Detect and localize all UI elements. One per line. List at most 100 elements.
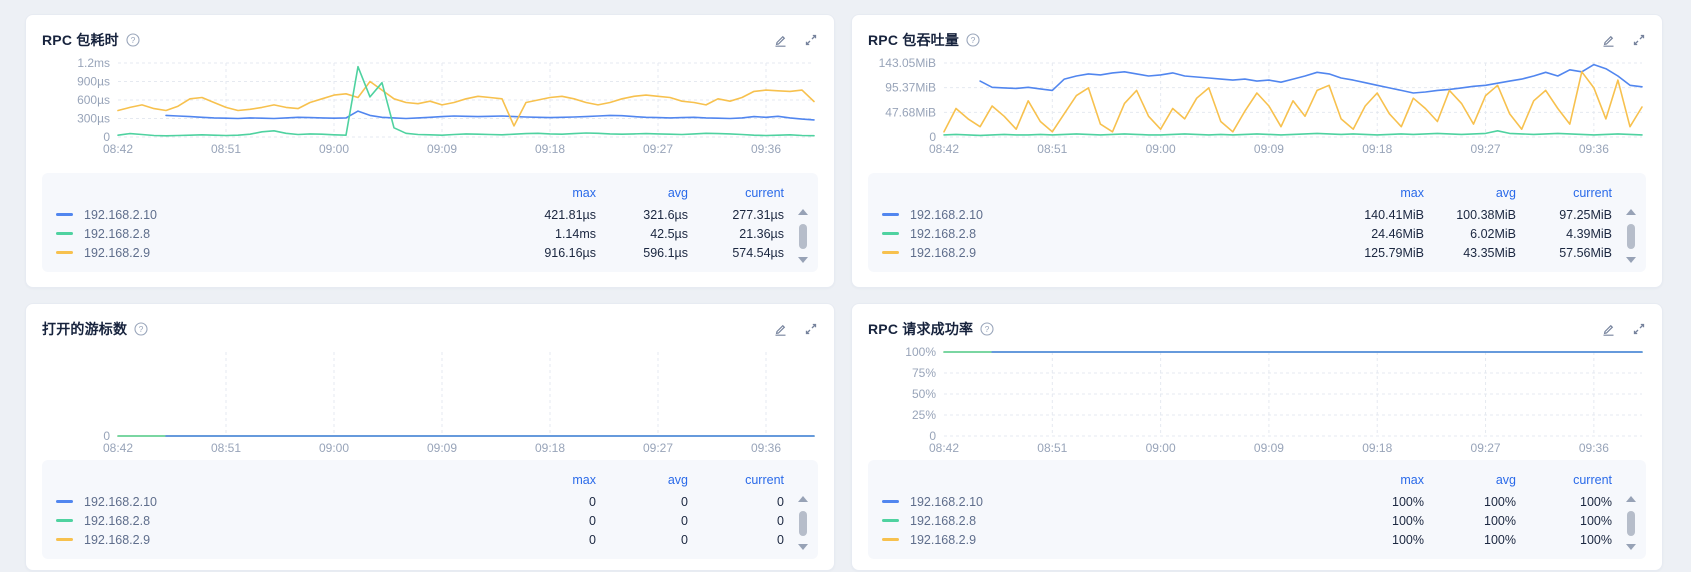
edit-icon[interactable] [773, 33, 788, 48]
legend-row-label[interactable]: 192.168.2.10 [910, 494, 983, 509]
svg-text:09:09: 09:09 [1254, 142, 1284, 156]
legend-header-avg[interactable]: avg [667, 473, 688, 487]
legend-scrollbar[interactable] [797, 496, 809, 550]
svg-text:09:36: 09:36 [751, 441, 781, 455]
panel-open-cursors: 打开的游标数 ? 0 08:42 08:51 09:00 09:09 09:18 09:27… [25, 303, 835, 571]
panel-header: 打开的游标数 ? [42, 318, 818, 340]
panel-header: RPC 包耗时 ? [42, 29, 818, 51]
chart-rpc-packet-latency[interactable]: 0 300µs 600µs 900µs 1.2ms 08:42 08:51 09:00 09:0… [42, 57, 818, 157]
scroll-up-icon[interactable] [798, 496, 808, 502]
legend-header-current[interactable]: current [1573, 473, 1612, 487]
legend-header-max[interactable]: max [1400, 186, 1424, 200]
legend-max-value: 0 [589, 494, 596, 509]
svg-text:09:27: 09:27 [1471, 142, 1501, 156]
legend-header-avg[interactable]: avg [1495, 186, 1516, 200]
chart-open-cursors[interactable]: 0 08:42 08:51 09:00 09:09 09:18 09:27 09:36 [42, 346, 818, 456]
edit-icon[interactable] [773, 322, 788, 337]
legend-header-max[interactable]: max [1400, 473, 1424, 487]
legend-avg-value: 100% [1484, 532, 1516, 547]
legend-scrollbar[interactable] [1625, 209, 1637, 263]
series-swatch [56, 492, 84, 511]
legend-max-value: 125.79MiB [1364, 245, 1424, 260]
legend-avg-value: 100.38MiB [1456, 207, 1516, 222]
expand-icon[interactable] [804, 322, 818, 336]
svg-text:0: 0 [103, 130, 110, 144]
series-swatch [882, 224, 910, 243]
scroll-down-icon[interactable] [798, 257, 808, 263]
legend-header-avg[interactable]: avg [1495, 473, 1516, 487]
scroll-up-icon[interactable] [798, 209, 808, 215]
legend-current-value: 0 [777, 494, 784, 509]
svg-text:09:09: 09:09 [427, 142, 457, 156]
svg-text:300µs: 300µs [77, 112, 110, 126]
help-icon[interactable]: ? [966, 33, 980, 47]
chart-rpc-packet-throughput[interactable]: 0 47.68MiB 95.37MiB 143.05MiB 08:42 08:51 09:0… [868, 57, 1646, 157]
scrollbar-thumb[interactable] [1627, 510, 1635, 536]
scroll-up-icon[interactable] [1626, 496, 1636, 502]
help-icon[interactable]: ? [134, 322, 148, 336]
legend-header-current[interactable]: current [1573, 186, 1612, 200]
svg-text:08:51: 08:51 [1037, 441, 1067, 455]
legend-header-max[interactable]: max [572, 186, 596, 200]
legend-row-label[interactable]: 192.168.2.9 [910, 532, 977, 547]
legend-avg-value: 100% [1484, 513, 1516, 528]
scrollbar-thumb[interactable] [799, 223, 807, 249]
scrollbar-thumb[interactable] [799, 510, 807, 536]
legend-current-value: 97.25MiB [1559, 207, 1612, 222]
scroll-down-icon[interactable] [798, 544, 808, 550]
legend-row-label[interactable]: 192.168.2.9 [84, 532, 151, 547]
scrollbar-thumb[interactable] [1627, 223, 1635, 249]
svg-text:600µs: 600µs [77, 93, 110, 107]
legend-avg-value: 0 [681, 513, 688, 528]
legend-row-label[interactable]: 192.168.2.10 [84, 494, 157, 509]
legend-avg-value: 100% [1484, 494, 1516, 509]
svg-text:?: ? [139, 324, 144, 334]
legend-current-value: 100% [1580, 513, 1612, 528]
legend-rpc-packet-latency: max avg current 192.168.2.10 421.81µs 32… [42, 173, 818, 272]
series-swatch [56, 243, 84, 262]
expand-icon[interactable] [1632, 322, 1646, 336]
legend-row-label[interactable]: 192.168.2.9 [84, 245, 151, 260]
chart-rpc-success-rate[interactable]: 0 25% 50% 75% 100% 08:42 08:51 09:00 09:09 09:18 0… [868, 346, 1646, 456]
legend-scrollbar[interactable] [1625, 496, 1637, 550]
svg-text:?: ? [130, 35, 135, 45]
svg-text:?: ? [985, 324, 990, 334]
edit-icon[interactable] [1601, 33, 1616, 48]
svg-text:0: 0 [103, 429, 110, 443]
svg-text:?: ? [971, 35, 976, 45]
expand-icon[interactable] [804, 33, 818, 47]
legend-row-label[interactable]: 192.168.2.8 [910, 226, 977, 241]
svg-text:09:18: 09:18 [1362, 441, 1392, 455]
expand-icon[interactable] [1632, 33, 1646, 47]
legend-row-label[interactable]: 192.168.2.8 [910, 513, 977, 528]
svg-text:08:42: 08:42 [929, 441, 959, 455]
legend-header-current[interactable]: current [745, 473, 784, 487]
legend-avg-value: 42.5µs [650, 226, 688, 241]
panel-rpc-success-rate: RPC 请求成功率 ? 0 25% 50% 75% 100% 08:42 08:51 09:0… [851, 303, 1663, 571]
legend-header-current[interactable]: current [745, 186, 784, 200]
legend-header-max[interactable]: max [572, 473, 596, 487]
svg-text:0: 0 [929, 429, 936, 443]
help-icon[interactable]: ? [980, 322, 994, 336]
scroll-down-icon[interactable] [1626, 257, 1636, 263]
legend-header-avg[interactable]: avg [667, 186, 688, 200]
legend-row-label[interactable]: 192.168.2.8 [84, 513, 151, 528]
legend-open-cursors: max avg current 192.168.2.10 0 0 0 192.1… [42, 460, 818, 559]
svg-text:08:51: 08:51 [1037, 142, 1067, 156]
legend-rpc-packet-throughput: max avg current 192.168.2.10 140.41MiB 1… [868, 173, 1646, 272]
help-icon[interactable]: ? [126, 33, 140, 47]
legend-row-label[interactable]: 192.168.2.10 [910, 207, 983, 222]
svg-text:900µs: 900µs [77, 75, 110, 89]
svg-text:09:18: 09:18 [535, 441, 565, 455]
svg-text:08:51: 08:51 [211, 142, 241, 156]
panel-title: RPC 请求成功率 [868, 321, 974, 337]
scroll-down-icon[interactable] [1626, 544, 1636, 550]
series-swatch [882, 511, 910, 530]
scroll-up-icon[interactable] [1626, 209, 1636, 215]
legend-scrollbar[interactable] [797, 209, 809, 263]
legend-row-label[interactable]: 192.168.2.10 [84, 207, 157, 222]
svg-text:1.2ms: 1.2ms [77, 57, 110, 70]
legend-row-label[interactable]: 192.168.2.9 [910, 245, 977, 260]
legend-row-label[interactable]: 192.168.2.8 [84, 226, 151, 241]
edit-icon[interactable] [1601, 322, 1616, 337]
